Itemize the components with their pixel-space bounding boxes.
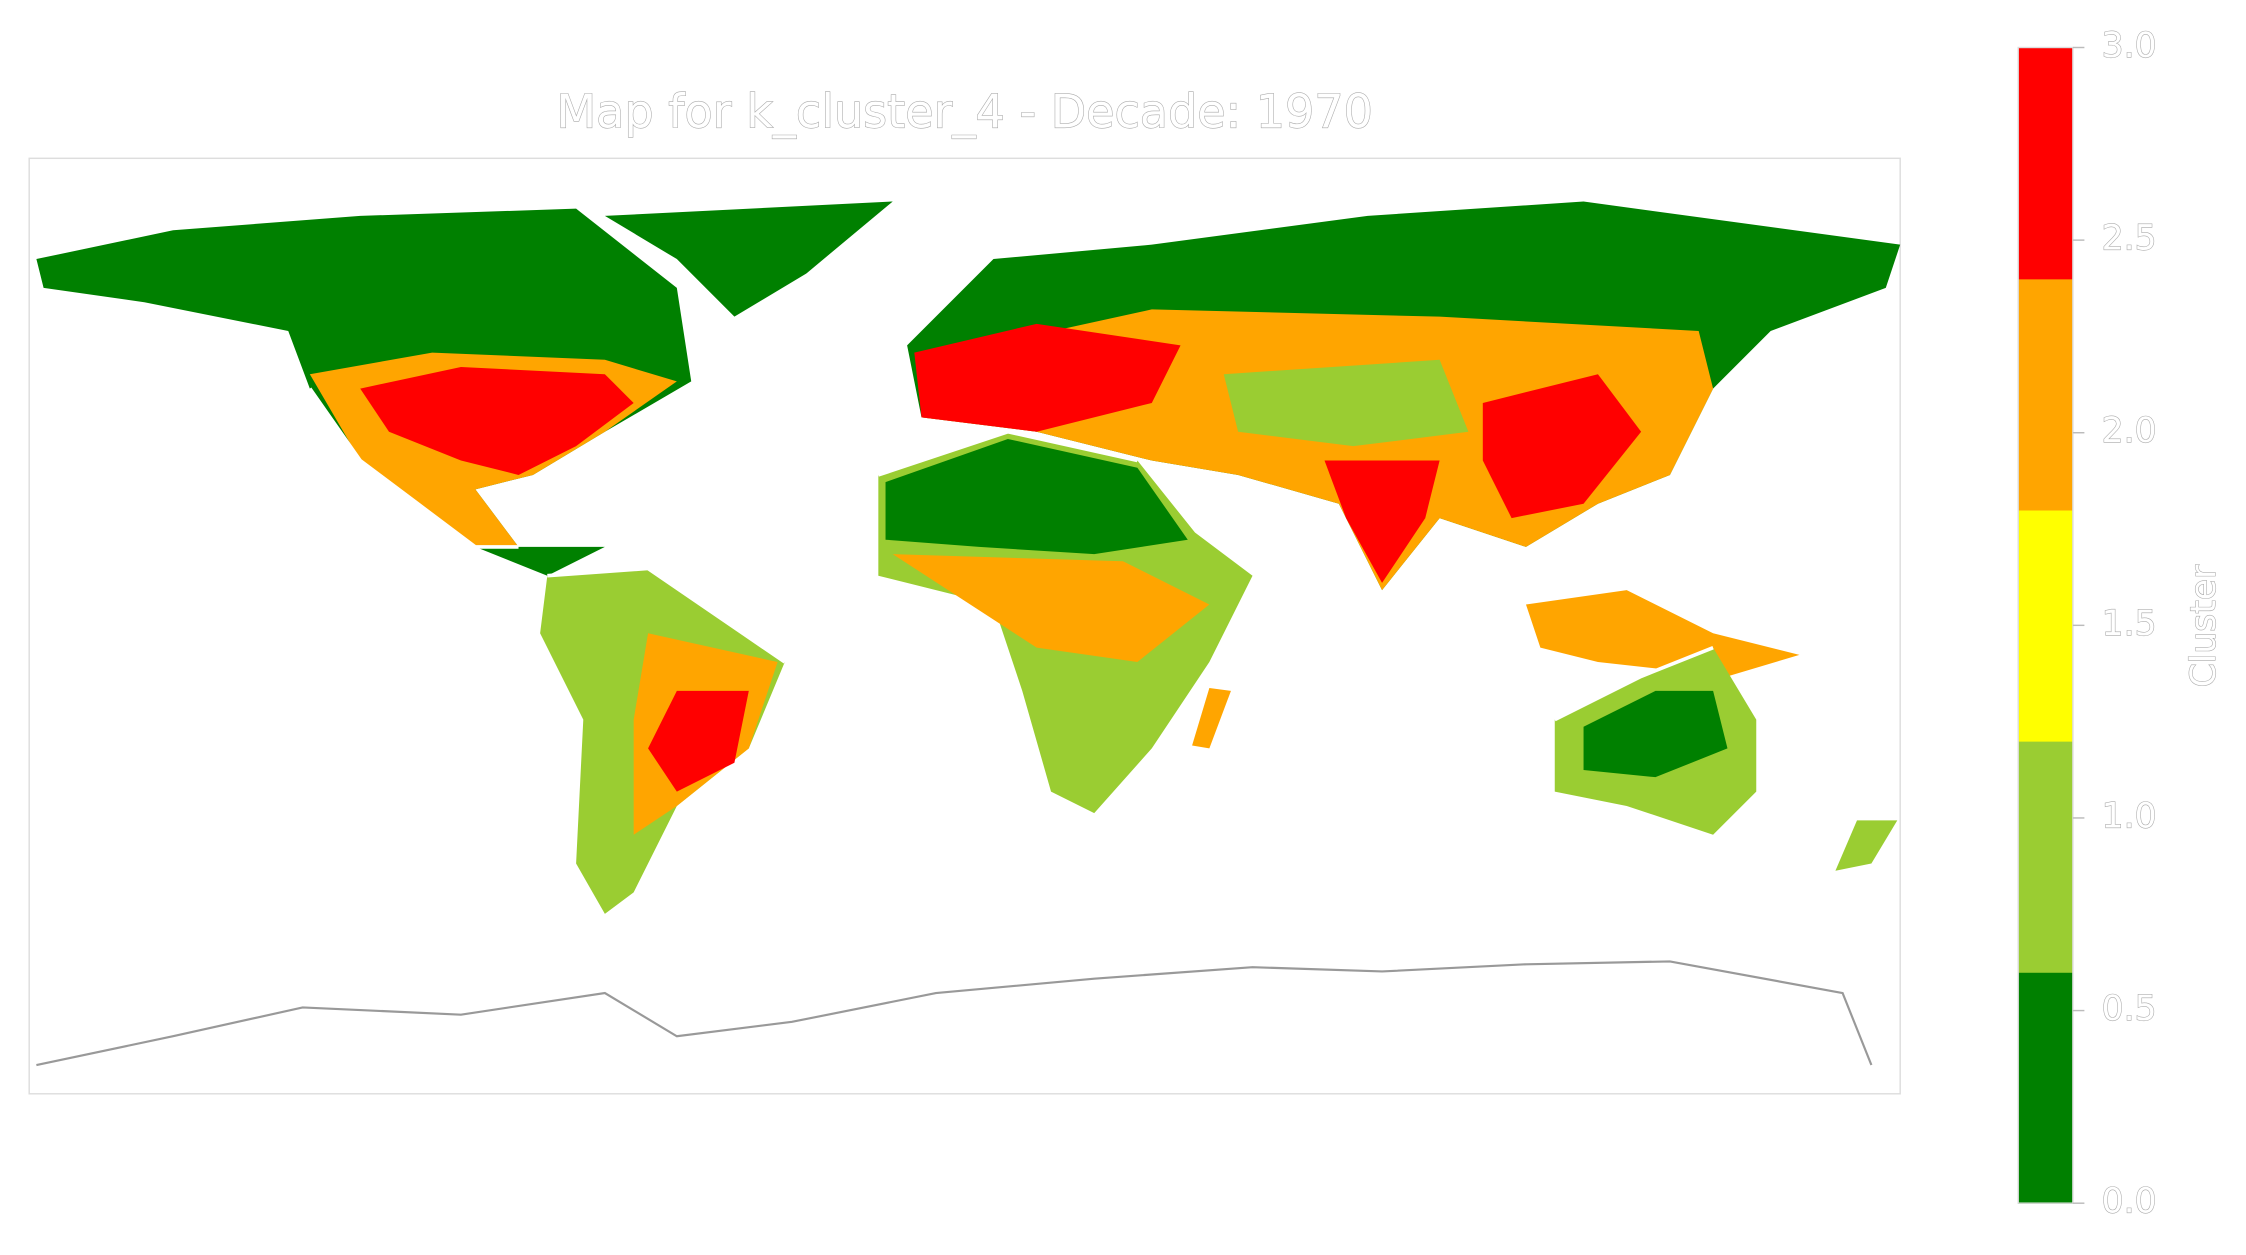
colorbar-segment <box>2018 278 2073 511</box>
asia-plateau <box>1223 359 1469 447</box>
new-zealand <box>1835 820 1898 871</box>
colorbar-label: Cluster <box>2184 564 2224 687</box>
colorbar-tick-label: 0.0 <box>2102 1182 2157 1222</box>
europe-region <box>914 323 1181 432</box>
usa-region <box>360 367 634 475</box>
colorbar-segment <box>2018 740 2073 973</box>
colorbar: Cluster 0.0 0.5 1.0 1.5 2.0 2.5 3.0 <box>2017 25 2224 1222</box>
australia-interior <box>1583 690 1728 778</box>
china-region <box>1482 374 1642 519</box>
colorbar-tick-label: 2.0 <box>2102 411 2157 451</box>
sahara <box>885 438 1188 555</box>
colorbar-tick-label: 0.5 <box>2102 989 2157 1029</box>
greenland <box>604 201 893 317</box>
chart-title: Map for k_cluster_4 - Decade: 1970 <box>556 85 1372 139</box>
colorbar-segment <box>2018 972 2073 1204</box>
colorbar-tick-label: 3.0 <box>2102 26 2157 66</box>
india-region <box>1324 460 1440 583</box>
antarctica <box>36 960 1873 1067</box>
colorbar-tick-label: 2.5 <box>2102 219 2157 259</box>
colorbar-tick-label: 1.0 <box>2102 796 2157 836</box>
brazil-region <box>648 690 749 792</box>
map <box>36 201 1901 1067</box>
colorbar-segment <box>2018 509 2073 742</box>
africa-central <box>892 554 1210 663</box>
southeast-asia <box>1525 590 1800 677</box>
colorbar-tick-label: 1.5 <box>2102 604 2157 644</box>
madagascar <box>1192 687 1231 749</box>
coastline <box>308 387 1714 722</box>
colorbar-segment <box>2018 47 2073 280</box>
